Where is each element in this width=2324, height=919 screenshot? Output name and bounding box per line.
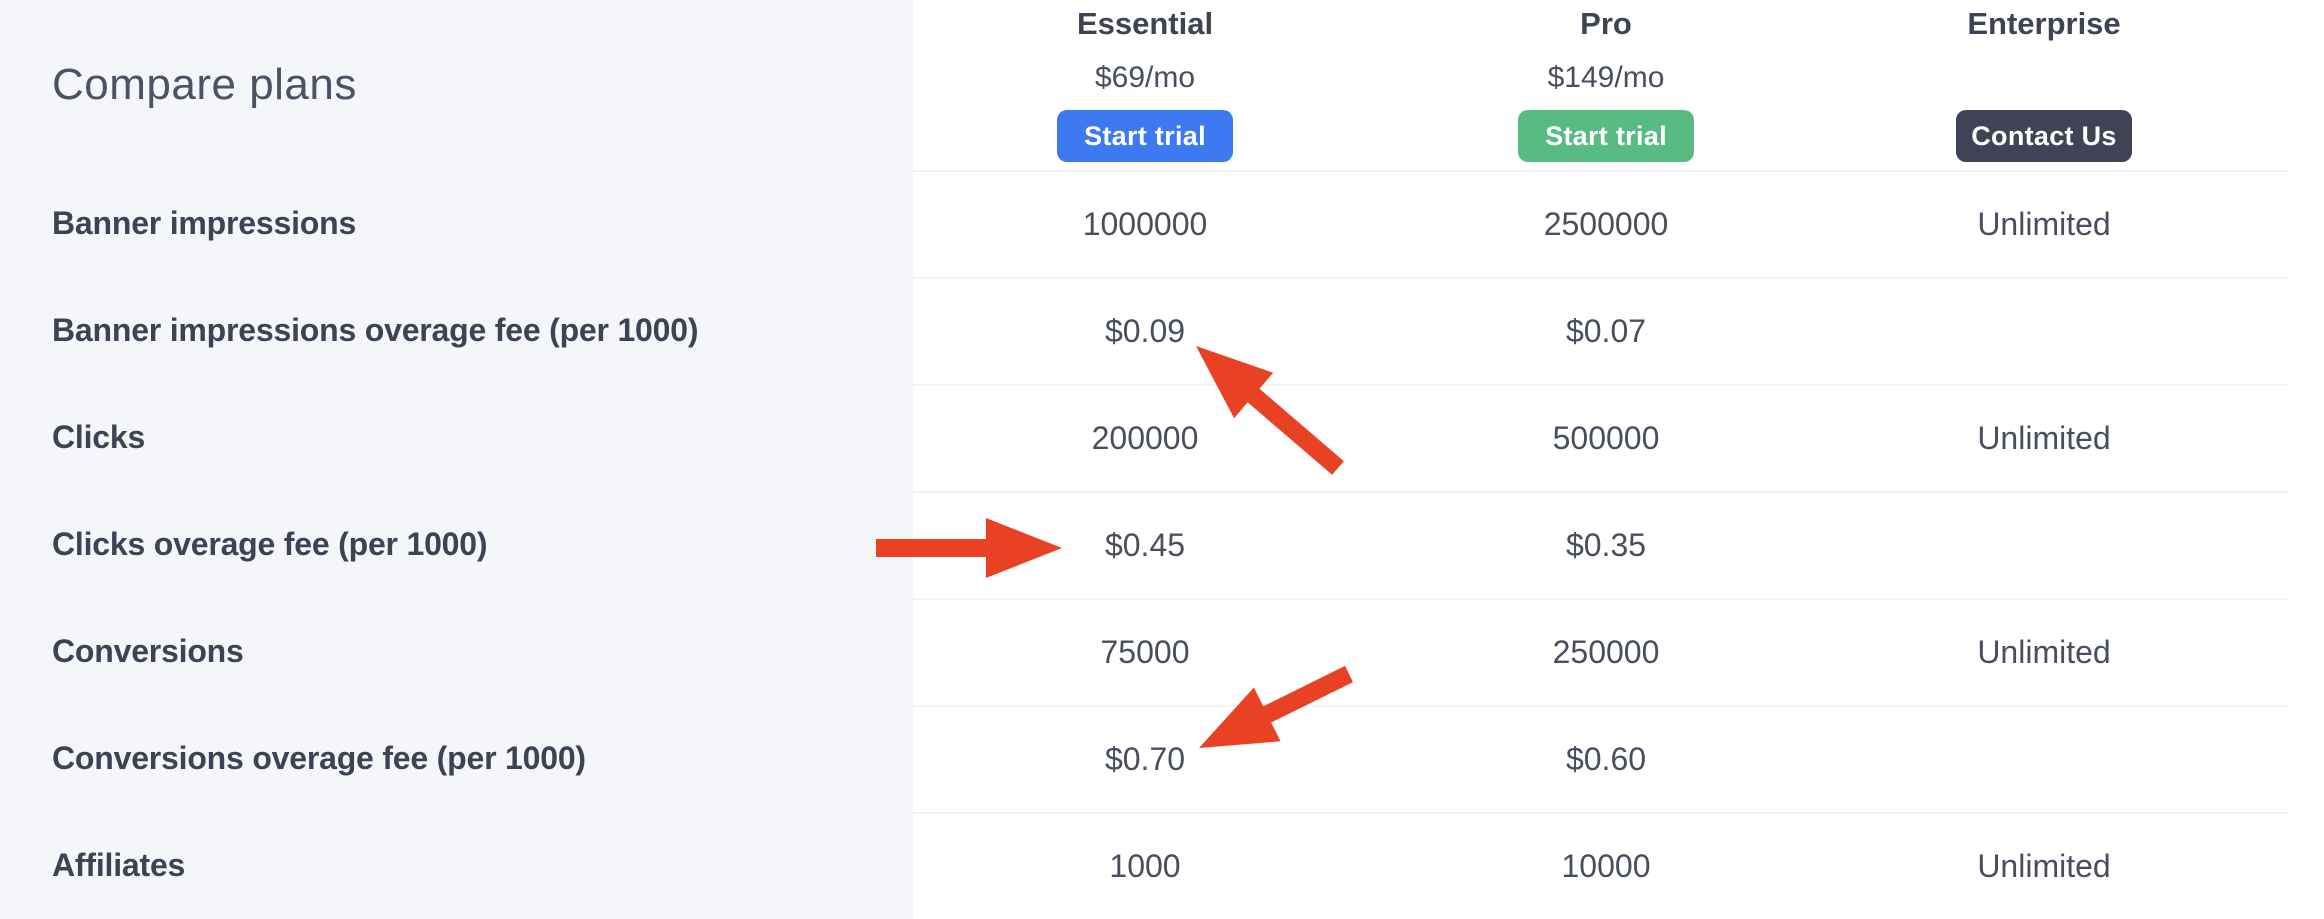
row-edge: [2289, 812, 2324, 919]
row-label-affiliates: Affiliates: [0, 812, 913, 919]
cell-conversions-overage-enterprise: [1835, 705, 2253, 812]
row-label-banner-impressions: Banner impressions: [0, 170, 913, 277]
contact-us-button-enterprise[interactable]: Contact Us: [1956, 110, 2132, 162]
row-divider: [2253, 598, 2289, 705]
cell-conversions-overage-essential: $0.70: [913, 705, 1377, 812]
row-label-banner-impressions-overage-fee: Banner impressions overage fee (per 1000…: [0, 277, 913, 384]
page-title: Compare plans: [52, 60, 357, 109]
cell-conversions-enterprise: Unlimited: [1835, 598, 2253, 705]
title-panel: Compare plans: [0, 0, 913, 170]
cell-banner-impressions-pro: 2500000: [1377, 170, 1835, 277]
row-divider: [2253, 277, 2289, 384]
row-label-clicks: Clicks: [0, 384, 913, 491]
cell-conversions-pro: 250000: [1377, 598, 1835, 705]
row-label-conversions-overage-fee: Conversions overage fee (per 1000): [0, 705, 913, 812]
plan-column-enterprise: Enterprise Contact Us: [1835, 0, 2253, 170]
cell-clicks-pro: 500000: [1377, 384, 1835, 491]
cell-banner-overage-enterprise: [1835, 277, 2253, 384]
row-divider: [2253, 491, 2289, 598]
cell-banner-impressions-essential: 1000000: [913, 170, 1377, 277]
cell-banner-overage-essential: $0.09: [913, 277, 1377, 384]
start-trial-button-pro[interactable]: Start trial: [1518, 110, 1694, 162]
row-edge: [2289, 491, 2324, 598]
cell-conversions-essential: 75000: [913, 598, 1377, 705]
row-edge: [2289, 170, 2324, 277]
row-edge: [2289, 384, 2324, 491]
cell-conversions-overage-pro: $0.60: [1377, 705, 1835, 812]
start-trial-button-essential[interactable]: Start trial: [1057, 110, 1233, 162]
cell-banner-overage-pro: $0.07: [1377, 277, 1835, 384]
plan-name-essential: Essential: [1076, 6, 1214, 41]
row-divider: [2253, 170, 2289, 277]
plan-column-essential: Essential $69/mo Start trial: [913, 0, 1377, 170]
row-edge: [2289, 277, 2324, 384]
row-divider: [2253, 384, 2289, 491]
cell-affiliates-pro: 10000: [1377, 812, 1835, 919]
plan-column-pro: Pro $149/mo Start trial: [1377, 0, 1835, 170]
cell-affiliates-enterprise: Unlimited: [1835, 812, 2253, 919]
cell-banner-impressions-enterprise: Unlimited: [1835, 170, 2253, 277]
row-divider: [2253, 705, 2289, 812]
cell-affiliates-essential: 1000: [913, 812, 1377, 919]
cell-clicks-enterprise: Unlimited: [1835, 384, 2253, 491]
row-edge: [2289, 705, 2324, 812]
row-label-conversions: Conversions: [0, 598, 913, 705]
cell-clicks-overage-pro: $0.35: [1377, 491, 1835, 598]
row-label-clicks-overage-fee: Clicks overage fee (per 1000): [0, 491, 913, 598]
row-divider: [2253, 812, 2289, 919]
plan-name-pro: Pro: [1580, 6, 1632, 41]
cell-clicks-essential: 200000: [913, 384, 1377, 491]
header-spacer: [2289, 0, 2324, 170]
plan-price-pro: $149/mo: [1547, 61, 1665, 94]
row-edge: [2289, 598, 2324, 705]
cell-clicks-overage-enterprise: [1835, 491, 2253, 598]
header-spacer: [2253, 0, 2289, 170]
cell-clicks-overage-essential: $0.45: [913, 491, 1377, 598]
plan-name-enterprise: Enterprise: [1967, 6, 2121, 41]
plan-price-essential: $69/mo: [1094, 61, 1196, 94]
